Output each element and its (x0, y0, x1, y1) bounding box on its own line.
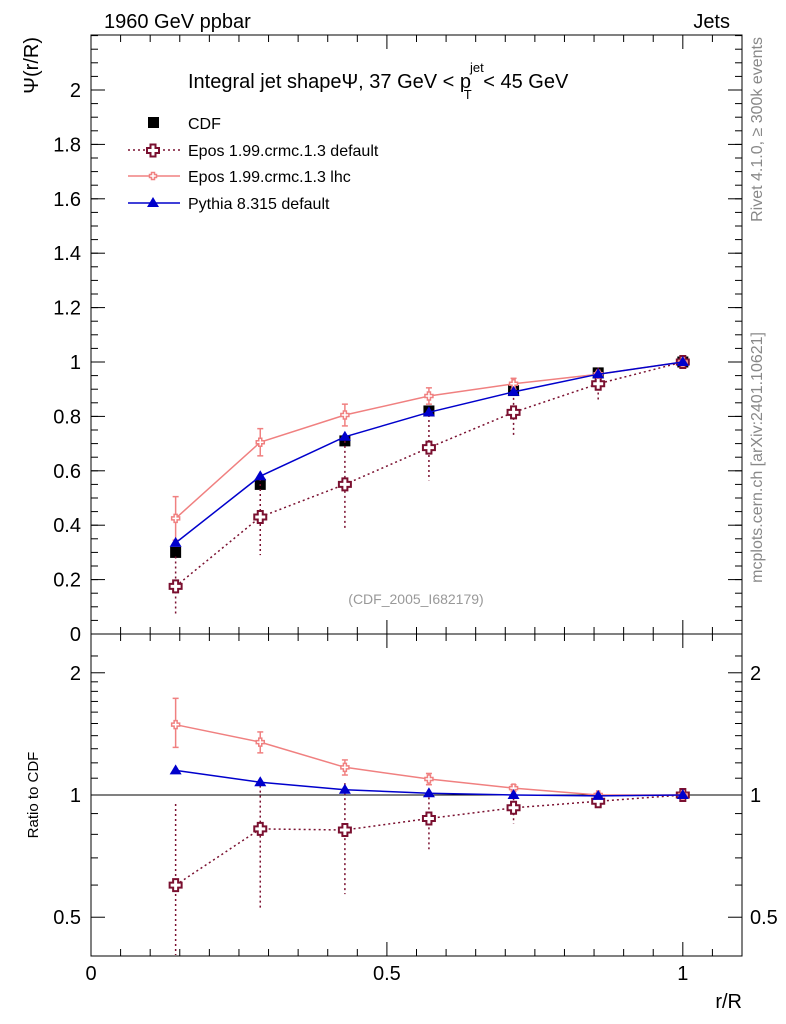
legend-label-pythia: Pythia 8.315 default (188, 196, 330, 213)
data-point (168, 878, 183, 893)
data-point (506, 405, 521, 420)
data-point (253, 510, 268, 525)
legend-marker-epos-lhc (148, 171, 158, 181)
data-point (592, 368, 605, 379)
rivet-version-label: Rivet 4.1.0, ≥ 300k events (749, 37, 766, 222)
data-point (255, 737, 266, 747)
data-point (170, 546, 182, 558)
y-tick-label: 0.2 (53, 570, 81, 592)
data-point (337, 477, 352, 492)
y-tick-label: 1 (70, 352, 81, 374)
series-data (170, 356, 689, 558)
data-point (421, 440, 436, 455)
series-epos-default (168, 780, 690, 955)
y-tick-label: 0 (70, 624, 81, 646)
data-point (676, 789, 689, 799)
data-point (340, 410, 350, 420)
main-y-axis-label: Ψ(r/R) (21, 37, 43, 94)
title-sub: T (464, 87, 472, 102)
ratio-axes: 0.5 0.5 1 1 2 2 0 0.5 1 (53, 634, 778, 985)
header-process: Jets (693, 11, 730, 33)
y-tick-label-right: 2 (750, 663, 761, 685)
data-point (591, 376, 606, 391)
x-tick-label: 0.5 (373, 963, 401, 985)
ratio-y-axis-label: Ratio to CDF (25, 752, 42, 839)
series-epos-lhc (170, 697, 688, 800)
data-point (422, 406, 435, 417)
legend: CDF Epos 1.99.crmc.1.3 default Epos 1.99… (128, 116, 379, 213)
data-point (507, 385, 520, 396)
legend-label-cdf: CDF (188, 116, 221, 133)
data-point (507, 789, 520, 799)
y-tick-label: 1.2 (53, 298, 81, 320)
data-point (676, 356, 689, 366)
data-point (169, 764, 182, 775)
legend-label-epos-default: Epos 1.99.crmc.1.3 default (188, 143, 379, 160)
x-axis-label: r/R (715, 991, 742, 1013)
data-point (592, 789, 605, 800)
main-axes: 0 0.2 0.4 0.6 0.8 1 1.2 1.4 1.6 1.8 2 (53, 35, 743, 646)
mcplots-reference-label: mcplots.cern.ch [arXiv:2401.10621] (749, 332, 766, 583)
legend-entry-cdf: CDF (148, 116, 221, 133)
y-tick-label: 2 (70, 663, 81, 685)
title-tail: < 45 GeV (478, 71, 569, 93)
data-point (170, 513, 181, 524)
data-point (253, 821, 268, 836)
legend-marker-epos-default (146, 143, 160, 158)
y-tick-label: 0.6 (53, 461, 81, 483)
y-tick-label-right: 0.5 (750, 907, 778, 929)
legend-entry-pythia: Pythia 8.315 default (128, 196, 330, 213)
data-point (424, 774, 434, 784)
data-point (254, 776, 267, 787)
series-pythia (169, 764, 689, 800)
data-point (424, 391, 434, 401)
x-tick-label: 0 (85, 963, 96, 985)
data-point (254, 470, 267, 481)
data-point (168, 579, 183, 594)
y-tick-label: 2 (70, 80, 81, 102)
y-tick-label: 1.8 (53, 134, 81, 156)
y-tick-label-right: 1 (750, 785, 761, 807)
analysis-id-watermark: (CDF_2005_I682179) (348, 591, 483, 607)
legend-label-epos-lhc: Epos 1.99.crmc.1.3 lhc (188, 169, 351, 186)
y-tick-label: 0.5 (53, 907, 81, 929)
ratio-data-layer (168, 697, 690, 955)
series-epos-default (168, 355, 690, 617)
legend-marker-pythia (147, 197, 159, 207)
data-point (255, 437, 266, 447)
legend-entry-epos-lhc: Epos 1.99.crmc.1.3 lhc (128, 169, 351, 186)
y-tick-label: 1.6 (53, 189, 81, 211)
data-point (338, 430, 351, 441)
data-point (506, 800, 521, 815)
data-point (340, 762, 350, 773)
y-tick-label: 1 (70, 785, 81, 807)
x-tick-label: 1 (677, 963, 688, 985)
data-point (169, 536, 182, 547)
y-tick-label: 0.8 (53, 406, 81, 428)
data-point (337, 822, 352, 837)
data-point (421, 811, 436, 826)
series-pythia (169, 356, 689, 547)
data-point (338, 783, 351, 794)
title-main: Integral jet shapeΨ, 37 GeV < p (188, 71, 471, 93)
y-tick-label: 0.4 (53, 515, 81, 537)
data-point (508, 379, 519, 389)
data-point (170, 719, 181, 730)
legend-entry-epos-default: Epos 1.99.crmc.1.3 default (128, 143, 379, 160)
header-energy: 1960 GeV ppbar (104, 11, 251, 33)
title-sup: jet (469, 60, 484, 75)
legend-marker-cdf (148, 117, 159, 128)
plot-title: Integral jet shapeΨ, 37 GeV < pjet T < 45… (188, 60, 569, 102)
main-data-layer (168, 355, 690, 617)
y-tick-label: 1.4 (53, 243, 81, 265)
data-point (422, 787, 435, 798)
